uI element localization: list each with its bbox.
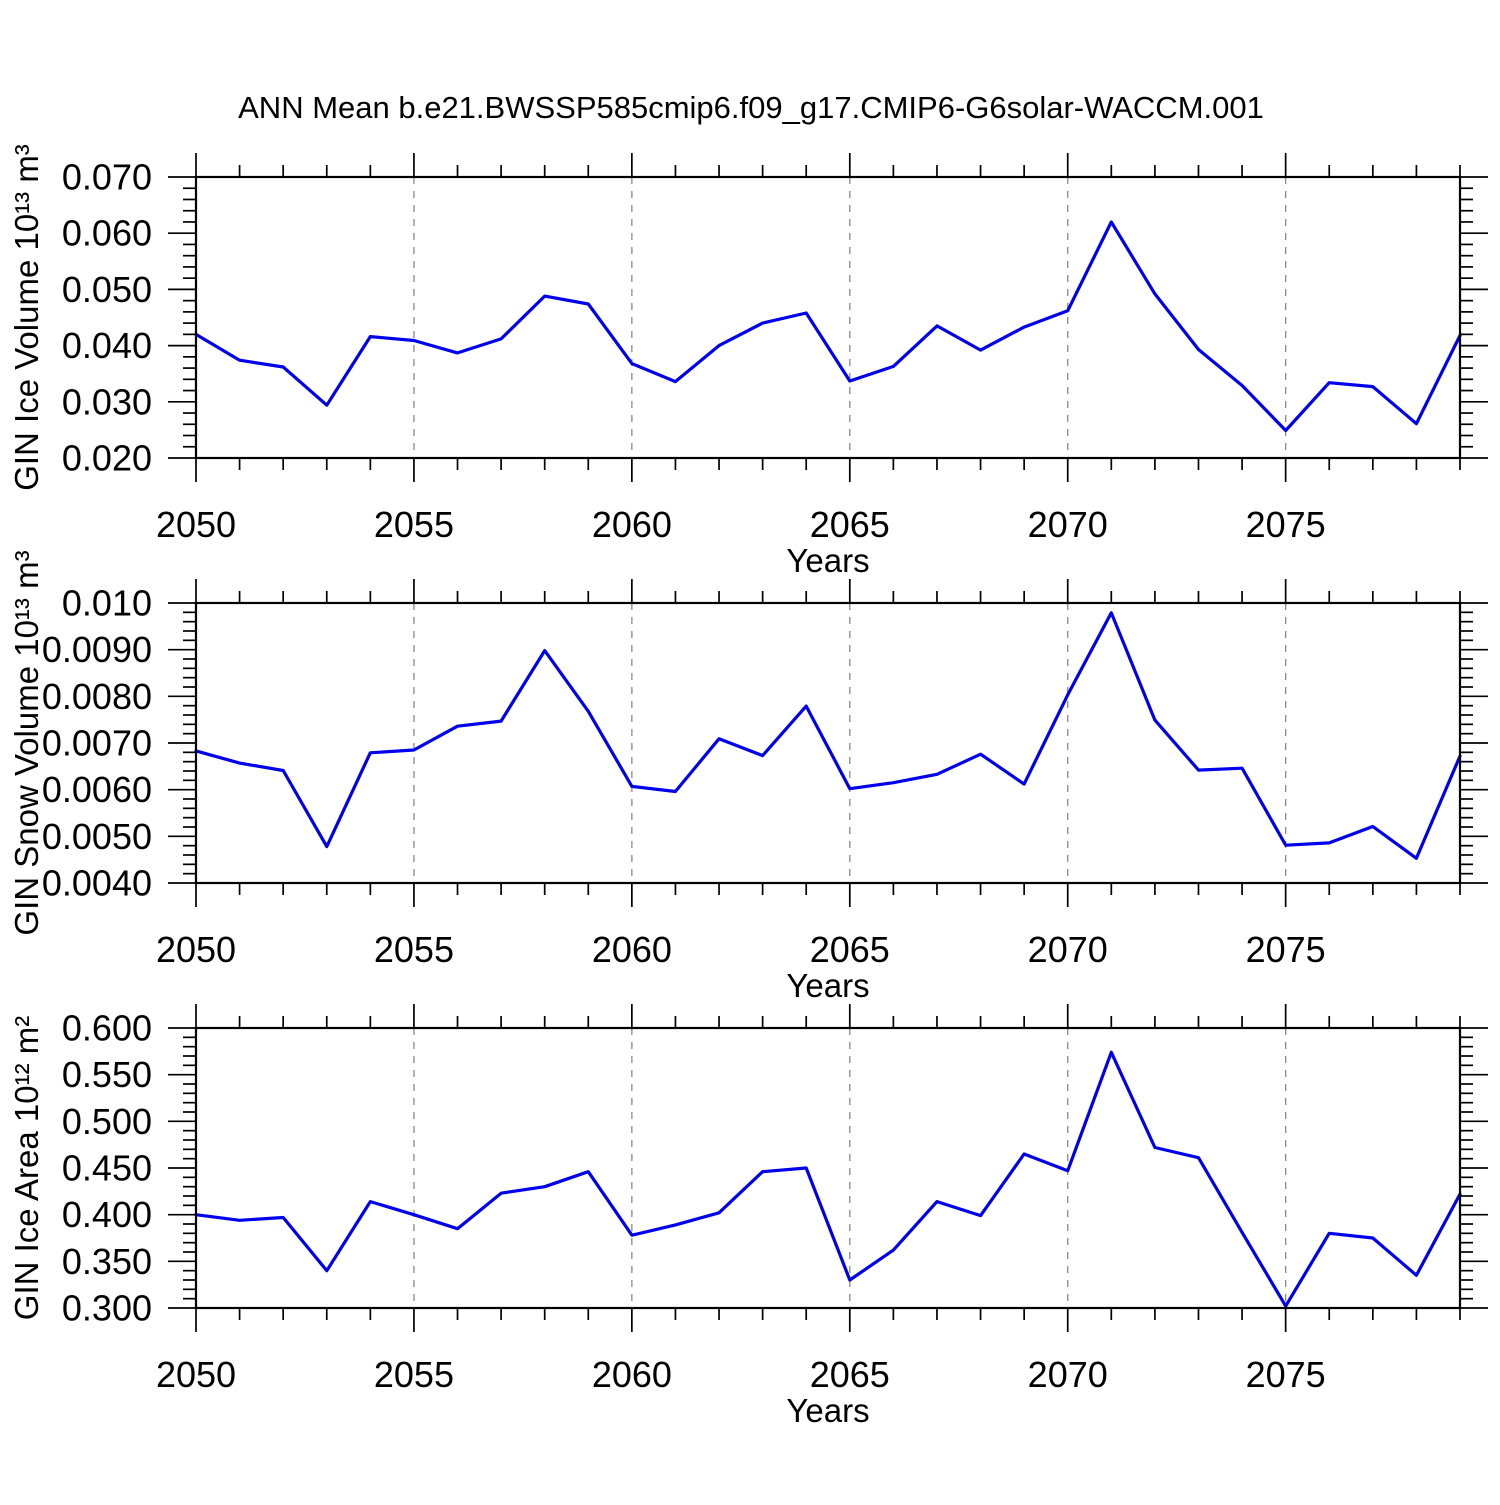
gin-snow-volume-y-ticks [168,602,1488,884]
gin-snow-volume-y-tick-label: 0.0080 [42,676,152,717]
gin-snow-volume-y-tick-label: 0.0050 [42,816,152,857]
gin-ice-area-plot-frame [194,1026,1462,1310]
gin-snow-volume-data-line [194,611,1462,860]
gin-ice-area-y-tick-label: 0.500 [62,1101,152,1142]
gin-ice-area-x-tick-label: 2070 [1028,1354,1108,1395]
gin-ice-area-y-tick-label: 0.350 [62,1241,152,1282]
panel-gin-ice-volume: 2050 2055 2060 2065 2070 2075 0.070 0.060 0.050 0… [62,153,1488,545]
gin-ice-volume-y-tick-label: 0.050 [62,269,152,310]
gin-ice-volume-x-tick-label: 2075 [1246,504,1326,545]
panel1-y-axis-title: GIN Ice Volume 10¹³ m³ [8,144,45,491]
gin-ice-volume-y-ticks [168,176,1488,459]
panel3-x-axis-title: Years [786,1392,869,1429]
gin-ice-area-data-line [194,1050,1462,1308]
panel2-x-axis-title: Years [786,967,869,1004]
gin-ice-volume-y-tick-label: 0.040 [62,325,152,366]
gin-ice-volume-data-line [194,220,1462,433]
gin-ice-area-y-tick-label: 0.450 [62,1148,152,1189]
gin-ice-volume-x-ticks [195,153,1461,482]
gin-snow-volume-x-tick-label: 2060 [592,929,672,970]
panel-gin-ice-area: 2050 2055 2060 2065 2070 2075 0.600 0.550 0.500 0… [62,1004,1488,1395]
gin-ice-volume-y-tick-label: 0.020 [62,438,152,479]
panel-gin-snow-volume: 2050 2055 2060 2065 2070 2075 0.010 0.0090 0.008… [42,579,1488,970]
gin-ice-area-x-tick-label: 2075 [1246,1354,1326,1395]
gin-ice-volume-x-tick-label: 2055 [374,504,454,545]
gin-ice-area-x-tick-label: 2065 [810,1354,890,1395]
gin-ice-area-x-ticks [195,1004,1461,1332]
panel1-x-axis-title: Years [786,542,869,579]
gin-snow-volume-x-tick-label: 2065 [810,929,890,970]
gin-ice-area-y-ticks [168,1027,1488,1309]
gin-ice-area-x-tick-label: 2060 [592,1354,672,1395]
gin-snow-volume-x-ticks [195,579,1461,907]
gin-ice-volume-y-tick-label: 0.070 [62,157,152,198]
gin-ice-area-y-tick-label: 0.300 [62,1288,152,1329]
gin-snow-volume-plot-frame [194,601,1462,885]
panel2-y-axis-title: GIN Snow Volume 10¹³ m³ [8,550,45,935]
gin-ice-area-y-tick-label: 0.400 [62,1194,152,1235]
gin-snow-volume-y-tick-label: 0.0040 [42,863,152,904]
gin-ice-volume-y-tick-label: 0.060 [62,213,152,254]
gin-ice-area-x-tick-label: 2055 [374,1354,454,1395]
gin-ice-area-y-tick-label: 0.550 [62,1054,152,1095]
gin-snow-volume-y-tick-label: 0.0090 [42,629,152,670]
gin-snow-volume-x-tick-label: 2055 [374,929,454,970]
gin-ice-volume-x-tick-label: 2060 [592,504,672,545]
gin-snow-volume-y-tick-label: 0.0070 [42,723,152,764]
gin-ice-volume-y-tick-label: 0.030 [62,381,152,422]
gin-snow-volume-x-tick-label: 2050 [156,929,236,970]
chart-title: ANN Mean b.e21.BWSSP585cmip6.f09_g17.CMI… [238,90,1264,125]
gin-ice-area-x-tick-label: 2050 [156,1354,236,1395]
gin-snow-volume-y-tick-label: 0.010 [62,583,152,624]
gin-ice-volume-x-tick-label: 2050 [156,504,236,545]
gin-ice-area-y-tick-label: 0.600 [62,1008,152,1049]
panel3-y-axis-title: GIN Ice Area 10¹² m² [8,1016,45,1320]
panels-group: 2050 2055 2060 2065 2070 2075 0.070 0.060 0.050 0… [42,153,1488,1395]
gin-ice-volume-plot-frame [194,175,1462,460]
gin-snow-volume-x-tick-label: 2075 [1246,929,1326,970]
gin-snow-volume-y-tick-label: 0.0060 [42,769,152,810]
gin-ice-volume-x-tick-label: 2070 [1028,504,1108,545]
gin-snow-volume-x-tick-label: 2070 [1028,929,1108,970]
gin-ice-volume-x-tick-label: 2065 [810,504,890,545]
